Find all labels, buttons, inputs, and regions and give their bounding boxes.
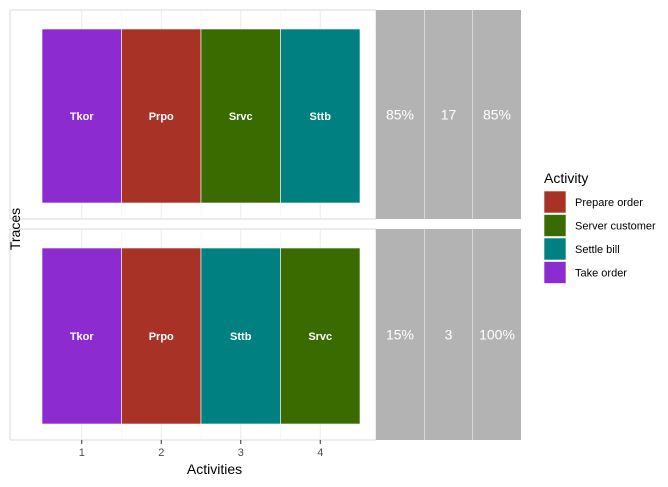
legend-key [543, 261, 567, 284]
stat-strip [424, 229, 473, 440]
activity-tile-label: Sttb [230, 331, 252, 343]
legend-label: Server customer [575, 221, 656, 233]
y-axis-title: Traces [7, 208, 23, 250]
legend-label: Settle bill [575, 244, 620, 256]
activity-tile-label: Tkor [70, 111, 95, 123]
activity-tile [200, 247, 281, 425]
x-tick-label: 3 [238, 447, 244, 459]
stat-strip-label: 17 [441, 107, 457, 123]
stat-strip [473, 229, 521, 440]
stat-strip-label: 15% [386, 327, 414, 343]
legend-label: Prepare order [575, 197, 643, 209]
x-axis-title: Activities [187, 461, 242, 477]
stat-strip-label: 100% [479, 327, 515, 343]
activity-tile [121, 247, 202, 425]
activity-tile [280, 28, 361, 204]
legend-label: Take order [575, 268, 627, 280]
activity-tile-label: Sttb [310, 111, 332, 123]
activity-tile [280, 247, 361, 425]
stat-strip [376, 10, 424, 219]
trace-panel: Tkor Prpo Sttb Srvc 15% 3 100% [9, 228, 521, 441]
stat-strip-label: 3 [445, 327, 453, 343]
stat-strip [473, 10, 521, 219]
activity-tile-label: Prpo [149, 331, 174, 343]
x-tick-label: 2 [158, 447, 164, 459]
x-tick-label: 1 [79, 447, 85, 459]
activity-tile-label: Srvc [229, 111, 253, 123]
activity-tile-label: Prpo [149, 111, 174, 123]
activity-tile [41, 247, 122, 425]
stat-strip-label: 85% [483, 107, 511, 123]
activity-tile [121, 28, 202, 204]
activity-tile-label: Tkor [70, 331, 95, 343]
trace-panel: Tkor Prpo Srvc Sttb 85% 17 85% [9, 9, 521, 220]
legend-key [543, 237, 567, 261]
activity-tile [200, 28, 281, 204]
stat-strip-label: 85% [386, 107, 414, 123]
trace-panels: Tkor Prpo Srvc Sttb 85% 17 85% Tkor Prpo Sttb Srvc… [9, 9, 521, 441]
stat-strip [376, 229, 424, 440]
legend-key [543, 190, 567, 214]
legend-key [543, 214, 567, 237]
x-axis-ticks: 1 2 3 4 [79, 440, 323, 459]
legend-title: Activity [544, 170, 588, 186]
x-tick-label: 4 [317, 447, 323, 459]
activity-tile [41, 28, 122, 204]
legend: Activity Prepare order Server customer Set… [543, 170, 656, 284]
activity-tile-label: Srvc [308, 331, 332, 343]
stat-strip [424, 10, 473, 219]
